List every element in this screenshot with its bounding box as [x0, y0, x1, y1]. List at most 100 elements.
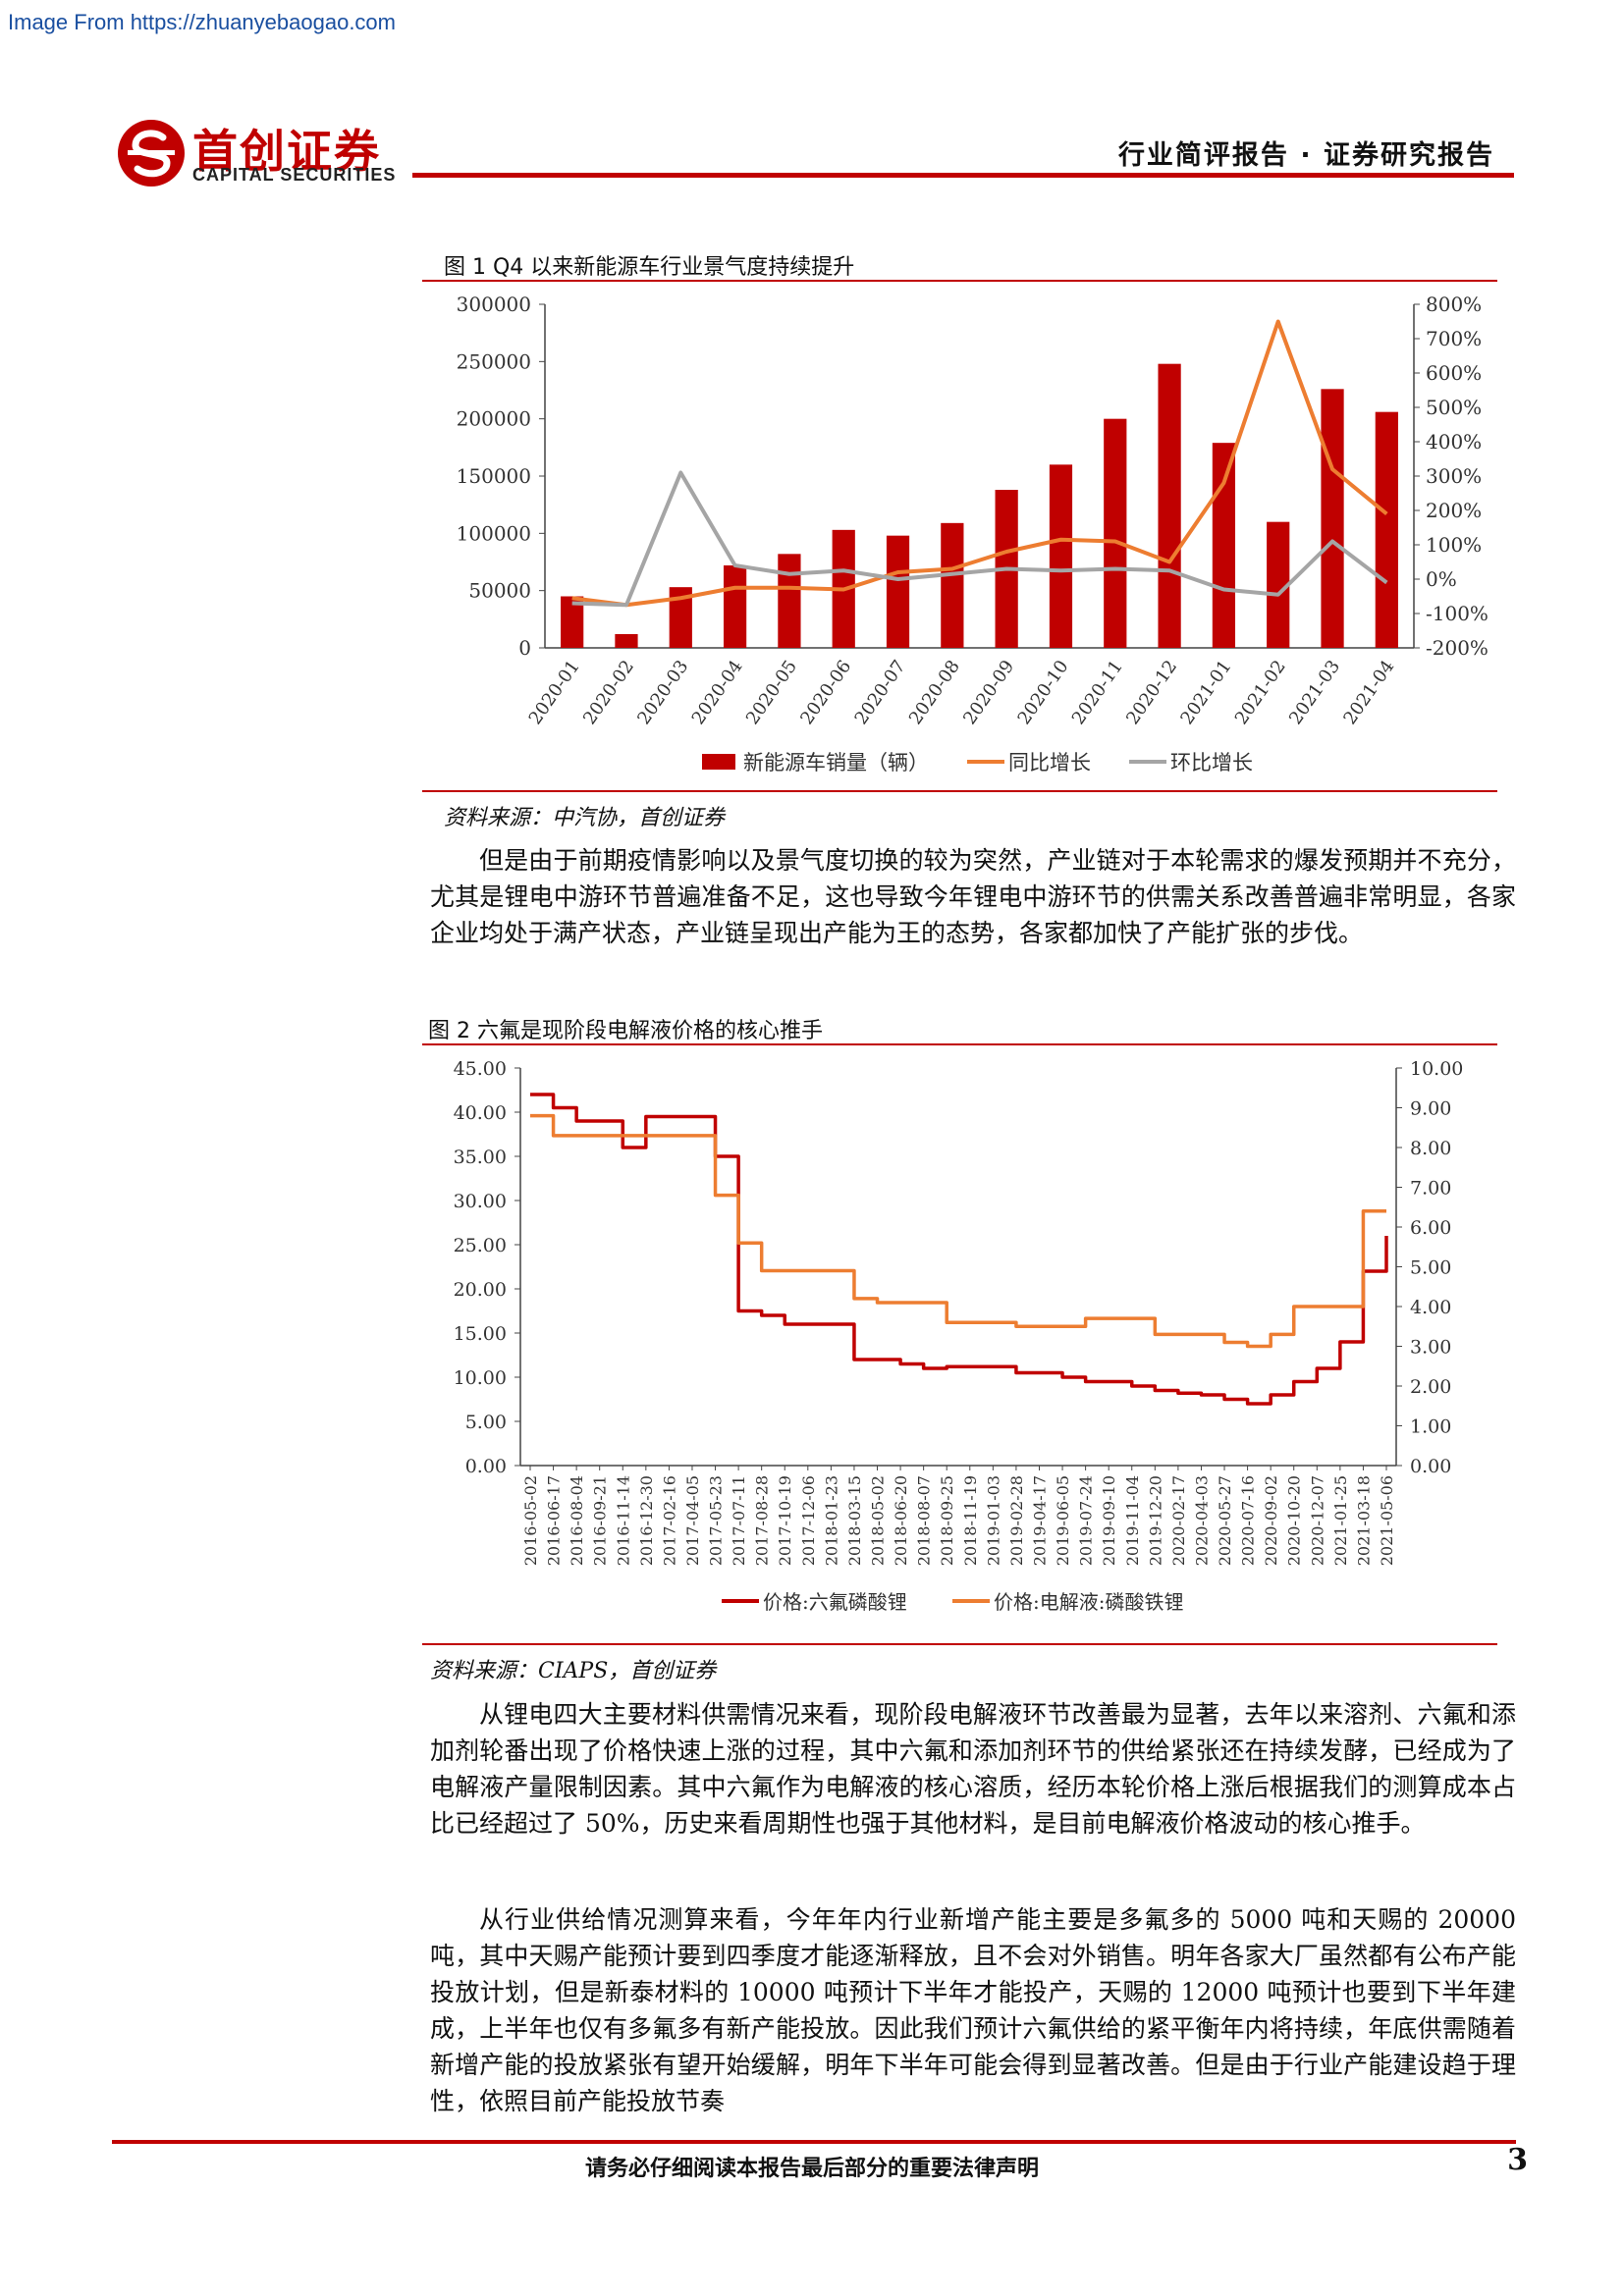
watermark-text: Image From https://zhuanyebaogao.com: [8, 10, 396, 34]
legend-swatch-bar: [702, 754, 735, 770]
legend-label: 同比增长: [1008, 751, 1091, 774]
x-tick-label: 2020-02-17: [1169, 1475, 1188, 1566]
x-tick-label: 2018-09-25: [938, 1475, 956, 1566]
line-yoy-growth: [571, 319, 1388, 608]
line-electrolyte-price: [530, 1113, 1386, 1349]
x-tick-label: 2016-11-14: [614, 1475, 632, 1566]
line-lipf6-price: [530, 1093, 1388, 1406]
x-tick-label: 2020-10: [1013, 657, 1072, 728]
legend-label: 价格:六氟磷酸锂: [763, 1590, 907, 1614]
bar-sales: [1104, 418, 1127, 648]
x-tick-label: 2020-05-27: [1216, 1475, 1234, 1566]
x-tick-label: 2021-03: [1285, 657, 1344, 728]
y-tick-label-right: 10.00: [1410, 1058, 1463, 1080]
x-tick-label: 2018-06-20: [892, 1475, 910, 1566]
figure2-top-rule: [422, 1043, 1497, 1045]
bar-sales: [1158, 363, 1181, 648]
x-tick-label: 2017-04-05: [683, 1475, 702, 1566]
x-tick-label: 2016-06-17: [545, 1475, 564, 1566]
y-tick-label-left: 5.00: [465, 1412, 507, 1433]
bar-sales: [886, 535, 910, 648]
figure1-title: 图 1 Q4 以来新能源车行业景气度持续提升: [444, 255, 855, 280]
y-tick-label-right: 0%: [1426, 567, 1457, 591]
legend-label: 新能源车销量（辆）: [743, 751, 929, 774]
figure2-title: 图 2 六氟是现阶段电解液价格的核心推手: [428, 1019, 823, 1043]
figure1-bottom-rule: [422, 790, 1497, 792]
x-tick-label: 2019-09-10: [1100, 1475, 1118, 1566]
y-tick-label-left: 20.00: [454, 1279, 507, 1301]
report-type: 行业简评报告 · 证券研究报告: [1117, 140, 1494, 171]
y-tick-label-left: 10.00: [454, 1367, 507, 1389]
x-tick-label: 2021-05-06: [1378, 1475, 1396, 1566]
x-tick-label: 2021-01: [1176, 657, 1235, 728]
y-tick-label-right: 400%: [1426, 430, 1482, 454]
y-tick-label-right: 5.00: [1410, 1257, 1451, 1279]
x-tick-label: 2016-05-02: [521, 1475, 540, 1566]
paragraph-1: 但是由于前期疫情影响以及景气度切换的较为突然，产业链对于本轮需求的爆发预期并不充…: [430, 846, 1516, 947]
line-mom-growth: [571, 470, 1388, 608]
company-logo: [116, 118, 187, 188]
bar-sales: [561, 596, 584, 648]
y-tick-label-left: 25.00: [454, 1235, 507, 1256]
x-tick-label: 2020-06: [796, 657, 855, 728]
x-tick-label: 2021-01-25: [1331, 1475, 1350, 1566]
y-tick-label-left: 250000: [457, 349, 531, 373]
x-tick-label: 2016-09-21: [591, 1475, 610, 1566]
logo-en: CAPITAL SECURITIES: [192, 165, 397, 185]
x-tick-label: 2017-05-23: [707, 1475, 726, 1566]
x-tick-label: 2020-12-07: [1308, 1475, 1326, 1566]
x-tick-label: 2020-07-16: [1239, 1475, 1258, 1566]
x-tick-label: 2019-11-04: [1123, 1475, 1142, 1566]
y-tick-label-right: 8.00: [1410, 1138, 1451, 1159]
y-tick-label-left: 300000: [457, 293, 531, 316]
y-tick-label-right: 200%: [1426, 499, 1482, 522]
x-tick-label: 2020-09: [959, 657, 1018, 728]
y-tick-label-right: 600%: [1426, 361, 1482, 385]
bar-sales: [669, 587, 692, 648]
footer-divider: [112, 2140, 1516, 2144]
y-tick-label-left: 40.00: [454, 1102, 507, 1124]
x-tick-label: 2021-02: [1231, 657, 1290, 728]
y-tick-label-left: 0: [518, 636, 531, 660]
y-tick-label-right: 1.00: [1410, 1416, 1451, 1438]
x-tick-label: 2018-01-23: [822, 1475, 840, 1566]
x-tick-label: 2020-12: [1122, 657, 1181, 728]
y-tick-label-right: 2.00: [1410, 1376, 1451, 1398]
page-number: 3: [1507, 2143, 1528, 2177]
x-tick-label: 2018-11-19: [961, 1475, 980, 1566]
x-tick-label: 2019-07-24: [1077, 1475, 1096, 1566]
y-tick-label-right: -200%: [1426, 636, 1489, 660]
x-tick-label: 2020-07: [851, 657, 910, 728]
x-tick-label: 2017-02-16: [660, 1475, 678, 1566]
figure1-source: 资料来源：中汽协，首创证券: [444, 806, 726, 830]
paragraph-2: 从锂电四大主要材料供需情况来看，现阶段电解液环节改善最为显著，去年以来溶剂、六氟…: [430, 1700, 1516, 1838]
x-tick-label: 2019-12-20: [1146, 1475, 1164, 1566]
bar-sales: [1049, 464, 1073, 648]
legend-label: 价格:电解液:磷酸铁锂: [994, 1590, 1183, 1614]
x-tick-label: 2020-03: [633, 657, 692, 728]
x-tick-label: 2019-02-28: [1007, 1475, 1026, 1566]
legend-label: 环比增长: [1170, 751, 1253, 774]
y-tick-label-left: 0.00: [465, 1456, 507, 1477]
x-tick-label: 2020-02: [579, 657, 638, 728]
bar-sales: [1321, 389, 1344, 648]
x-tick-label: 2020-11: [1068, 657, 1127, 728]
y-tick-label-right: 800%: [1426, 293, 1482, 316]
x-tick-label: 2018-08-07: [915, 1475, 934, 1566]
logo-cn: 首创证券: [192, 125, 381, 178]
y-tick-label-left: 200000: [457, 407, 531, 431]
figure1-chart: 300000 250000 200000 150000 100000 50000 0 800%…: [457, 293, 1489, 774]
y-tick-label-right: 7.00: [1410, 1178, 1451, 1200]
bar-sales: [615, 634, 638, 648]
y-tick-label-right: 9.00: [1410, 1098, 1451, 1120]
figure2-chart: 45.00 40.00 35.00 30.00 25.00 20.00 15.00 10.00…: [454, 1058, 1464, 1614]
footer-disclaimer: 请务必仔细阅读本报告最后部分的重要法律声明: [584, 2157, 1039, 2181]
bar-sales: [1375, 411, 1398, 648]
x-tick-label: 2017-08-28: [753, 1475, 772, 1566]
bar-sales: [1267, 521, 1290, 648]
y-tick-label-right: 300%: [1426, 464, 1482, 488]
y-tick-label-right: 500%: [1426, 396, 1482, 419]
x-tick-label: 2021-04: [1339, 657, 1398, 728]
paragraph-3: 从行业供给情况测算来看，今年年内行业新增产能主要是多氟多的 5000 吨和天赐的…: [430, 1905, 1516, 2115]
x-tick-label: 2017-10-19: [776, 1475, 794, 1566]
